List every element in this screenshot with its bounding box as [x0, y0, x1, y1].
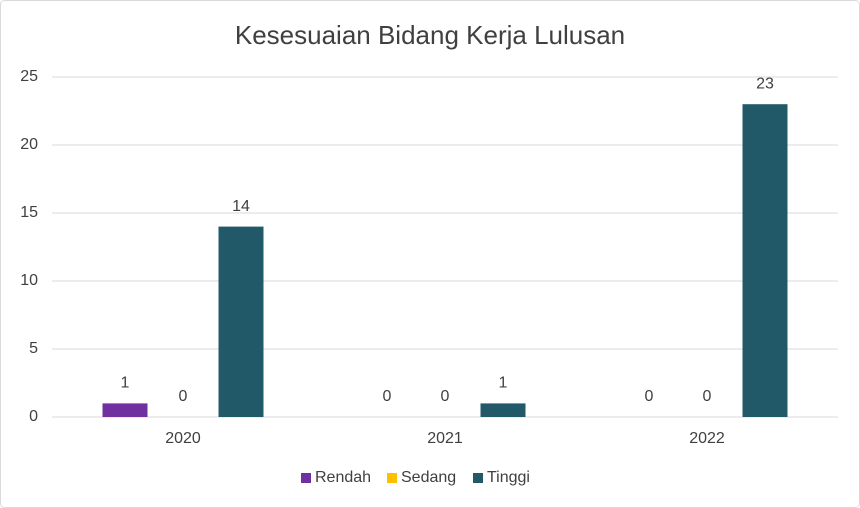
chart-title: Kesesuaian Bidang Kerja Lulusan: [235, 20, 625, 50]
bar: [480, 403, 526, 417]
legend-label: Tinggi: [487, 469, 530, 486]
data-label: 1: [499, 375, 508, 392]
y-tick-label: 5: [29, 340, 38, 357]
data-label: 0: [703, 388, 712, 405]
data-label: 0: [179, 388, 188, 405]
y-tick-label: 10: [20, 272, 38, 289]
data-label: 14: [232, 198, 250, 215]
legend-swatch: [473, 473, 483, 483]
data-label: 0: [441, 388, 450, 405]
data-label: 23: [756, 75, 774, 92]
data-label: 0: [645, 388, 654, 405]
bar: [742, 104, 788, 417]
data-label: 0: [383, 388, 392, 405]
bar: [102, 403, 148, 417]
x-tick-label: 2022: [689, 430, 725, 447]
y-tick-label: 15: [20, 204, 38, 221]
x-tick-label: 2021: [427, 430, 463, 447]
y-tick-label: 0: [29, 408, 38, 425]
x-tick-label: 2020: [165, 430, 201, 447]
data-label: 1: [121, 375, 130, 392]
legend-swatch: [387, 473, 397, 483]
legend-swatch: [301, 473, 311, 483]
y-tick-label: 25: [20, 68, 38, 85]
legend-label: Sedang: [401, 469, 456, 486]
bar: [218, 226, 264, 417]
y-tick-label: 20: [20, 136, 38, 153]
legend-label: Rendah: [315, 469, 371, 486]
